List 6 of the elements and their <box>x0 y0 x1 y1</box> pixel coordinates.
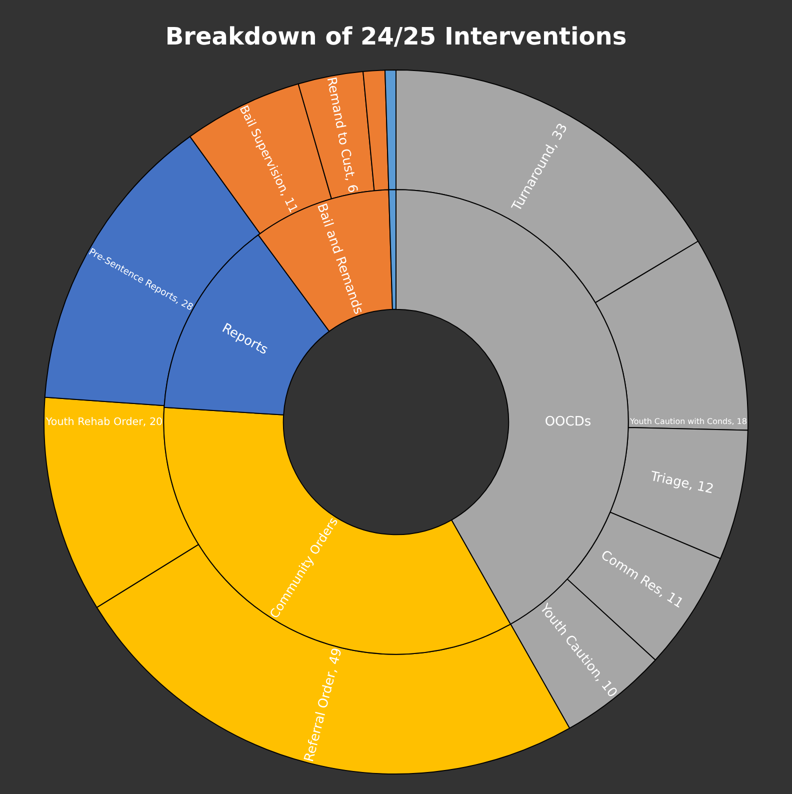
slice-label: Referral Order, 49 <box>302 646 346 764</box>
slice-label: Triage, 12 <box>648 469 715 498</box>
slice-label: OOCDs <box>544 414 592 430</box>
slice-label: Youth Rehab Order, 20 <box>44 416 163 428</box>
chart-title: Breakdown of 24/25 Interventions <box>165 22 627 51</box>
slice-label: Remand to Cust, 6 <box>324 76 361 194</box>
